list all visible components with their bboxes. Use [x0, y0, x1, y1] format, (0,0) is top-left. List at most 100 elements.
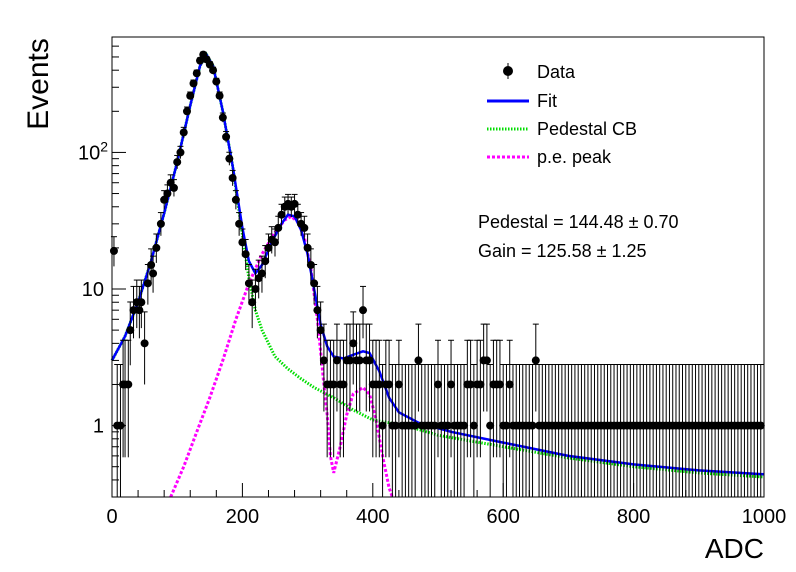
data-point — [149, 269, 158, 278]
data-point — [173, 158, 182, 167]
data-point — [277, 210, 286, 219]
data-point — [126, 326, 135, 335]
data-point — [271, 238, 279, 247]
data-point — [235, 219, 244, 228]
data-point — [176, 148, 185, 157]
data-point — [241, 250, 250, 259]
legend: Data Fit Pedestal CB p.e. peak — [487, 62, 637, 167]
x-tick-label: 800 — [617, 506, 650, 528]
data-point — [209, 66, 218, 75]
x-tick-label: 600 — [487, 506, 520, 528]
data-point — [129, 306, 138, 315]
data-point — [466, 380, 475, 389]
data-point — [182, 107, 191, 116]
pedestal-cb-curve-layer — [110, 51, 765, 479]
data-point — [345, 356, 354, 365]
x-tick-label: 400 — [356, 506, 389, 528]
data-point — [160, 195, 169, 204]
data-point — [124, 380, 133, 389]
legend-data-marker — [503, 66, 513, 76]
data-point — [349, 339, 358, 348]
x-tick-label: 0 — [106, 506, 117, 528]
y-tick-label: 102 — [78, 138, 108, 164]
data-point — [238, 238, 247, 247]
data-point — [378, 421, 387, 430]
x-tick-label: 200 — [226, 506, 259, 528]
data-point — [303, 243, 312, 252]
data-point — [756, 421, 765, 430]
data-point — [261, 257, 270, 266]
data-point — [316, 326, 325, 335]
data-point — [482, 356, 491, 365]
data-point — [152, 243, 161, 252]
data-point — [137, 298, 146, 307]
data-point — [414, 356, 423, 365]
data-point — [332, 356, 341, 365]
data-point — [394, 380, 403, 389]
data-point — [147, 260, 156, 269]
data-point — [447, 380, 456, 389]
legend-label-data: Data — [537, 62, 576, 82]
data-point — [264, 243, 273, 252]
pedestal-annotation: Pedestal = 144.48 ± 0.70 — [478, 212, 679, 232]
data-point — [430, 421, 439, 430]
data-point — [140, 339, 149, 348]
data-points-layer — [109, 50, 765, 497]
legend-entry-fit: Fit — [487, 91, 557, 111]
x-axis-label: ADC — [705, 533, 764, 564]
data-point — [359, 306, 368, 315]
data-point — [228, 173, 237, 182]
data-point — [290, 199, 299, 208]
data-point — [476, 380, 485, 389]
data-point — [306, 260, 315, 269]
data-point — [274, 223, 283, 232]
y-tick-label: 10 — [82, 279, 104, 301]
data-point — [495, 380, 504, 389]
data-point — [319, 356, 328, 365]
data-point — [300, 223, 309, 232]
data-point — [135, 306, 144, 315]
axes-layer: 0 200 400 600 800 1000 1 10 102 — [78, 36, 787, 528]
data-point — [163, 189, 172, 198]
data-point — [434, 380, 442, 389]
data-point — [212, 77, 221, 86]
data-point — [329, 380, 338, 389]
data-point — [505, 380, 514, 389]
data-point — [156, 219, 165, 228]
data-point — [411, 421, 420, 430]
data-point — [169, 183, 178, 192]
data-point — [355, 356, 364, 365]
data-point — [189, 79, 198, 88]
y-axis-label: Events — [22, 38, 55, 130]
data-point — [531, 356, 540, 365]
data-point — [222, 132, 231, 141]
data-point — [192, 69, 201, 78]
legend-entry-data: Data — [503, 62, 576, 82]
legend-label-pedestal-cb: Pedestal CB — [537, 119, 637, 139]
legend-label-pe-peak: p.e. peak — [537, 147, 612, 167]
data-point — [313, 306, 322, 315]
data-point — [310, 279, 319, 288]
data-point — [196, 56, 205, 65]
x-tick-label: 1000 — [742, 506, 787, 528]
data-point — [486, 421, 495, 430]
gain-annotation: Gain = 125.58 ± 1.25 — [478, 241, 647, 261]
legend-entry-pedestal-cb: Pedestal CB — [487, 119, 637, 139]
data-point — [375, 380, 384, 389]
data-point — [231, 195, 240, 204]
data-point — [443, 421, 452, 430]
data-point — [251, 285, 260, 294]
data-point — [215, 91, 224, 100]
data-point — [257, 269, 266, 278]
pedestal-cb-curve — [110, 51, 765, 479]
data-point — [502, 421, 511, 430]
legend-label-fit: Fit — [537, 91, 557, 111]
legend-entry-pe-peak: p.e. peak — [487, 147, 612, 167]
data-point — [460, 421, 469, 430]
data-point — [186, 91, 195, 100]
y-tick-label: 1 — [93, 416, 104, 438]
data-point — [528, 421, 537, 430]
data-point — [365, 356, 374, 365]
